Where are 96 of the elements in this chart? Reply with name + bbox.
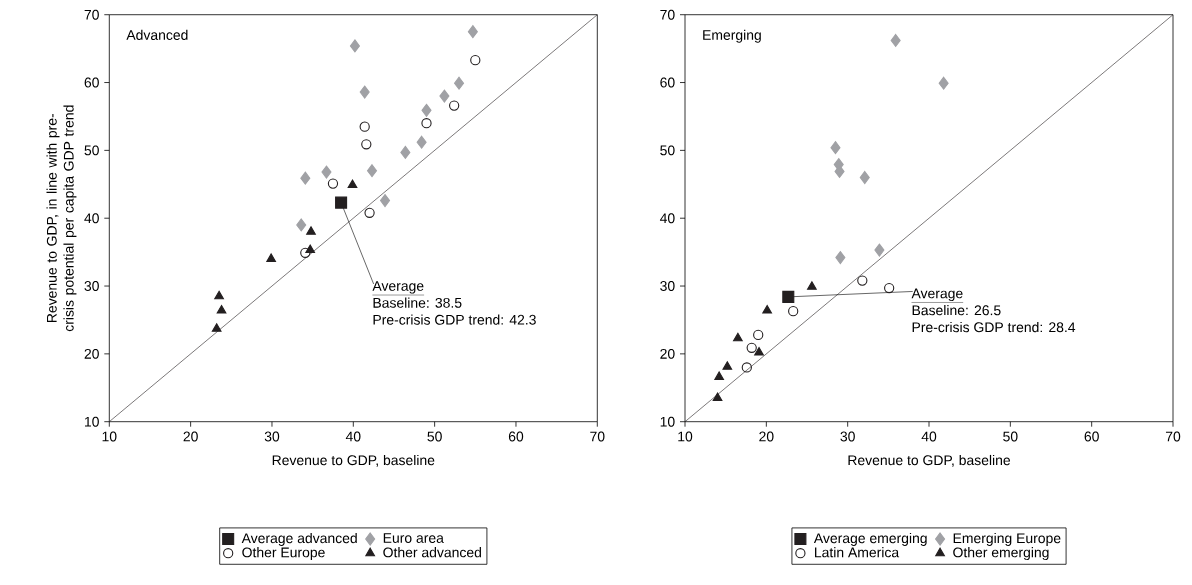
point: [366, 164, 378, 178]
x-tick-label: 20: [759, 431, 774, 442]
x-tick-label: 40: [921, 431, 937, 442]
point: [266, 253, 277, 262]
x-tick-label: 70: [590, 431, 605, 442]
point: [379, 194, 391, 208]
y-tick-label: 60: [660, 77, 675, 88]
point: [439, 89, 450, 103]
x-tick-label: 40: [345, 431, 361, 442]
point: [714, 371, 725, 380]
point: [211, 323, 222, 332]
annotation: Baseline: 26.5: [912, 305, 1001, 316]
point: [788, 306, 799, 317]
legend-label: Other Europe: [242, 547, 325, 561]
point: [359, 85, 370, 99]
point: [327, 178, 339, 189]
legend-label: Average emerging: [813, 532, 927, 546]
point: [454, 76, 465, 90]
point: [857, 275, 868, 286]
x-tick-label: 60: [1084, 431, 1099, 442]
point: [807, 281, 817, 290]
point: [359, 121, 370, 132]
point: [306, 226, 316, 235]
point: [335, 196, 348, 209]
text: Emerging: [703, 29, 761, 43]
point: [884, 282, 895, 294]
x-tick-label: 30: [840, 431, 855, 442]
annotation: Pre-crisis GDP trend: 42.3: [373, 314, 536, 325]
point: [305, 244, 316, 254]
point: [214, 290, 224, 300]
y-tick-label: 10: [660, 416, 675, 427]
point: [364, 207, 375, 218]
annotation: Average: [911, 288, 963, 302]
point: [859, 170, 870, 185]
point: [470, 55, 481, 66]
y-tick-label: 40: [659, 213, 675, 224]
point: [361, 139, 372, 150]
point: [421, 103, 432, 117]
y-tick-label: 60: [84, 77, 99, 88]
legend-label: Emerging Europe: [953, 532, 1061, 546]
point: [938, 76, 949, 90]
point: [449, 100, 460, 111]
point: [416, 135, 427, 149]
point: [296, 218, 307, 232]
point: [347, 179, 358, 188]
point: [753, 329, 764, 341]
annotation: Pre-crisis GDP trend: 28.4: [912, 321, 1076, 333]
y-tick-label: 10: [85, 416, 99, 427]
x-tick-label: 30: [264, 431, 280, 442]
legend-label: Euro area: [383, 533, 444, 543]
point: [722, 361, 733, 370]
y-axis-title: Revenue to GDP, in line with pre-crisis potential per capita GDP trend: [46, 105, 77, 332]
x-tick-label: 70: [1165, 431, 1181, 442]
point: [467, 25, 478, 39]
y-tick-label: 30: [84, 281, 99, 291]
annotation: Average: [372, 281, 424, 294]
text: Advanced: [126, 29, 188, 40]
y-tick-label: 40: [84, 213, 99, 224]
point: [762, 304, 773, 314]
annotation: Baseline: 38.5: [373, 297, 462, 308]
legend-label: Average advanced: [241, 532, 357, 546]
x-tick-label: 10: [678, 431, 693, 442]
y-tick-label: 30: [660, 281, 675, 291]
point: [874, 243, 885, 257]
point: [400, 145, 411, 159]
point: [835, 251, 846, 265]
point: [830, 141, 841, 155]
point: [421, 118, 432, 129]
y-tick-label: 20: [84, 348, 99, 359]
x-tick-label: 60: [508, 431, 524, 442]
point: [300, 171, 311, 185]
y-tick-label: 20: [660, 348, 675, 359]
point: [300, 247, 311, 258]
point: [741, 362, 752, 373]
x-tick-label: 20: [183, 431, 198, 442]
y-tick-label: 50: [84, 145, 99, 156]
x-tick-label: 50: [1003, 431, 1018, 442]
legend-label: Other advanced: [383, 547, 481, 558]
x-tick-label: 10: [102, 431, 117, 442]
legend-label: Other emerging: [953, 547, 1049, 561]
x-axis-title: Revenue to GDP, baseline: [272, 454, 435, 467]
point: [890, 33, 901, 48]
point: [746, 342, 757, 353]
y-tick-label: 70: [84, 9, 99, 20]
legend-label: Latin America: [815, 547, 900, 558]
point: [733, 332, 743, 342]
point: [216, 304, 227, 314]
y-tick-label: 70: [660, 9, 675, 20]
x-axis-title: Revenue to GDP, baseline: [848, 454, 1011, 467]
point: [782, 290, 795, 303]
x-tick-label: 50: [427, 431, 442, 442]
point: [349, 39, 360, 53]
point: [321, 165, 332, 179]
point: [712, 392, 723, 401]
point: [754, 346, 764, 356]
y-tick-label: 50: [660, 145, 675, 156]
